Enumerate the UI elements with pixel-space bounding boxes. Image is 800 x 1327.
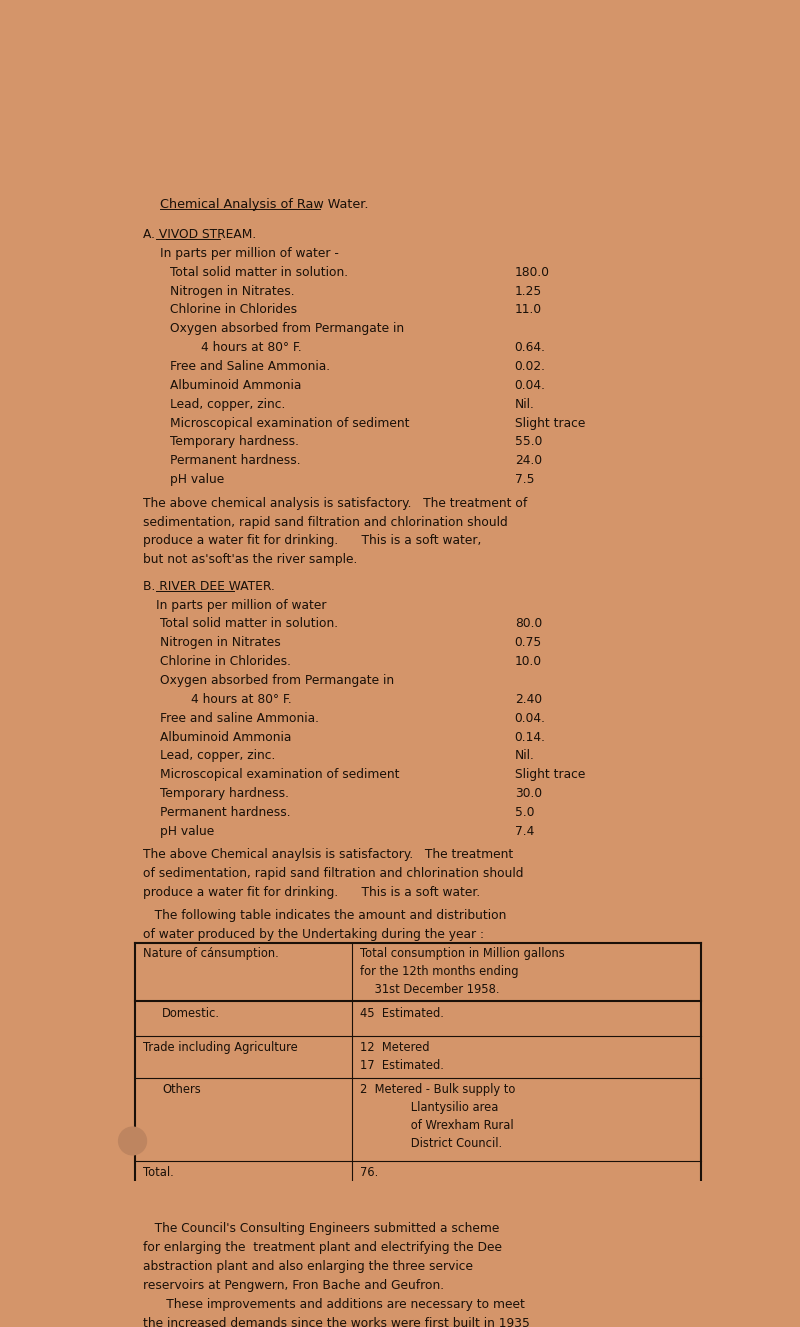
Text: Total solid matter in solution.: Total solid matter in solution. — [170, 265, 348, 279]
Text: 180.0: 180.0 — [514, 265, 550, 279]
Text: Microscopical examination of sediment: Microscopical examination of sediment — [170, 417, 410, 430]
Text: pH value: pH value — [170, 474, 224, 486]
Text: but not as'soft'as the river sample.: but not as'soft'as the river sample. — [142, 553, 357, 567]
Text: 4 hours at 80° F.: 4 hours at 80° F. — [161, 693, 292, 706]
Text: 7.4: 7.4 — [514, 825, 534, 837]
Text: 0.64.: 0.64. — [514, 341, 546, 354]
Text: 0.14.: 0.14. — [514, 731, 546, 743]
Text: 2  Metered - Bulk supply to: 2 Metered - Bulk supply to — [360, 1083, 515, 1096]
Text: reservoirs at Pengwern, Fron Bache and Geufron.: reservoirs at Pengwern, Fron Bache and G… — [142, 1279, 444, 1292]
Text: Nil.: Nil. — [514, 398, 534, 411]
Circle shape — [118, 1127, 146, 1154]
Text: In parts per million of water -: In parts per million of water - — [161, 247, 339, 260]
Text: produce a water fit for drinking.      This is a soft water.: produce a water fit for drinking. This i… — [142, 886, 480, 900]
Text: B. RIVER DEE WATER.: B. RIVER DEE WATER. — [142, 580, 274, 593]
Text: produce a water fit for drinking.      This is a soft water,: produce a water fit for drinking. This i… — [142, 535, 481, 547]
Text: 0.04.: 0.04. — [514, 711, 546, 725]
Text: 5.0: 5.0 — [514, 805, 534, 819]
Text: Temporary hardness.: Temporary hardness. — [170, 435, 298, 449]
Text: 1.25: 1.25 — [514, 284, 542, 297]
Text: Microscopical examination of sediment: Microscopical examination of sediment — [161, 768, 400, 782]
Text: of water produced by the Undertaking during the year :: of water produced by the Undertaking dur… — [142, 928, 484, 941]
Text: 45  Estimated.: 45 Estimated. — [360, 1007, 443, 1019]
Text: Chemical Analysis of Raw Water.: Chemical Analysis of Raw Water. — [161, 198, 369, 211]
Text: pH value: pH value — [161, 825, 214, 837]
Text: Slight trace: Slight trace — [514, 768, 585, 782]
Text: Permanent hardness.: Permanent hardness. — [170, 454, 300, 467]
Text: Free and Saline Ammonia.: Free and Saline Ammonia. — [170, 360, 330, 373]
Text: 4 hours at 80° F.: 4 hours at 80° F. — [170, 341, 302, 354]
Text: Permanent hardness.: Permanent hardness. — [161, 805, 291, 819]
Text: abstraction plant and also enlarging the three service: abstraction plant and also enlarging the… — [142, 1261, 473, 1273]
Text: of sedimentation, rapid sand filtration and chlorination should: of sedimentation, rapid sand filtration … — [142, 868, 523, 880]
Text: sedimentation, rapid sand filtration and chlorination should: sedimentation, rapid sand filtration and… — [142, 515, 507, 528]
Text: Oxygen absorbed from Permangate in: Oxygen absorbed from Permangate in — [170, 322, 404, 336]
Text: 12  Metered: 12 Metered — [360, 1042, 429, 1055]
Text: Nitrogen in Nitrates: Nitrogen in Nitrates — [161, 636, 282, 649]
Text: 80.0: 80.0 — [514, 617, 542, 630]
Text: 0.75: 0.75 — [514, 636, 542, 649]
Text: Total consumption in Million gallons: Total consumption in Million gallons — [360, 947, 564, 961]
Text: Slight trace: Slight trace — [514, 417, 585, 430]
Text: District Council.: District Council. — [360, 1137, 502, 1149]
Text: Chlorine in Chlorides: Chlorine in Chlorides — [170, 304, 297, 316]
Text: Trade including Agriculture: Trade including Agriculture — [142, 1042, 298, 1055]
Text: 17  Estimated.: 17 Estimated. — [360, 1059, 443, 1072]
Text: The following table indicates the amount and distribution: The following table indicates the amount… — [142, 909, 506, 922]
Text: 0.04.: 0.04. — [514, 378, 546, 391]
Text: 30.0: 30.0 — [514, 787, 542, 800]
Text: 2.40: 2.40 — [514, 693, 542, 706]
Text: Total solid matter in solution.: Total solid matter in solution. — [161, 617, 338, 630]
Text: 55.0: 55.0 — [514, 435, 542, 449]
Text: Lead, copper, zinc.: Lead, copper, zinc. — [161, 750, 276, 763]
Text: Others: Others — [162, 1083, 201, 1096]
Text: Free and saline Ammonia.: Free and saline Ammonia. — [161, 711, 319, 725]
Text: Chlorine in Chlorides.: Chlorine in Chlorides. — [161, 656, 291, 667]
Text: 31st December 1958.: 31st December 1958. — [360, 983, 499, 997]
Text: A. VIVOD STREAM.: A. VIVOD STREAM. — [142, 228, 256, 242]
Text: Nature of cánsumption.: Nature of cánsumption. — [142, 947, 278, 961]
Text: The above chemical analysis is satisfactory.   The treatment of: The above chemical analysis is satisfact… — [142, 496, 527, 510]
Text: Oxygen absorbed from Permangate in: Oxygen absorbed from Permangate in — [161, 674, 394, 687]
Text: 7.5: 7.5 — [514, 474, 534, 486]
Text: In parts per million of water: In parts per million of water — [156, 598, 326, 612]
Text: 76.: 76. — [360, 1166, 378, 1178]
Text: These improvements and additions are necessary to meet: These improvements and additions are nec… — [142, 1298, 525, 1311]
Text: Nitrogen in Nitrates.: Nitrogen in Nitrates. — [170, 284, 294, 297]
Text: 0.02.: 0.02. — [514, 360, 546, 373]
Text: Nil.: Nil. — [514, 750, 534, 763]
Text: 10.0: 10.0 — [514, 656, 542, 667]
Text: Albuminoid Ammonia: Albuminoid Ammonia — [161, 731, 292, 743]
Text: 11.0: 11.0 — [514, 304, 542, 316]
Text: 24.0: 24.0 — [514, 454, 542, 467]
Text: of Wrexham Rural: of Wrexham Rural — [360, 1119, 514, 1132]
Text: for the 12th months ending: for the 12th months ending — [360, 965, 518, 978]
Text: Lead, copper, zinc.: Lead, copper, zinc. — [170, 398, 285, 411]
Text: Domestic.: Domestic. — [162, 1007, 220, 1019]
Text: Total.: Total. — [142, 1166, 174, 1178]
Text: The above Chemical anaylsis is satisfactory.   The treatment: The above Chemical anaylsis is satisfact… — [142, 848, 513, 861]
Text: the increased demands since the works were first built in 1935: the increased demands since the works we… — [142, 1316, 530, 1327]
Text: Albuminoid Ammonia: Albuminoid Ammonia — [170, 378, 301, 391]
Text: Llantysilio area: Llantysilio area — [360, 1101, 498, 1113]
Text: for enlarging the  treatment plant and electrifying the Dee: for enlarging the treatment plant and el… — [142, 1241, 502, 1254]
Text: The Council's Consulting Engineers submitted a scheme: The Council's Consulting Engineers submi… — [142, 1222, 499, 1235]
Text: Temporary hardness.: Temporary hardness. — [161, 787, 290, 800]
